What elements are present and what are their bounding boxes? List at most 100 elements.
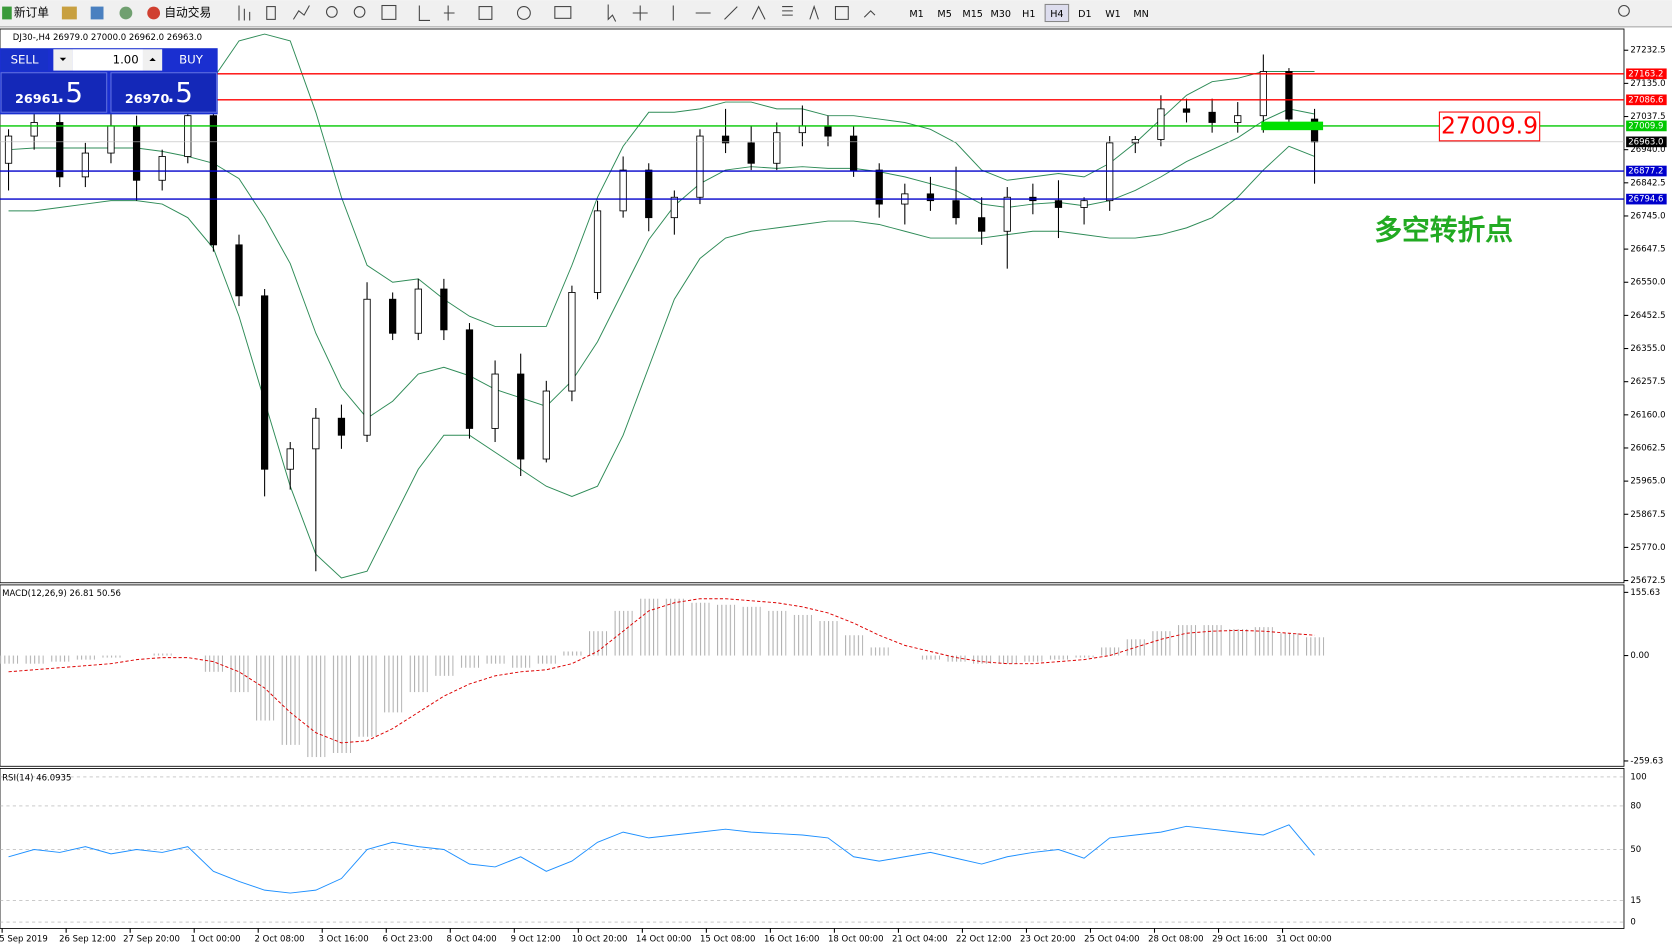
- line-chart-tool[interactable]: [292, 5, 310, 20]
- zoom-out[interactable]: [353, 6, 366, 18]
- macd-bar: [152, 653, 172, 656]
- timeframe-button[interactable]: M15: [962, 9, 983, 20]
- candle-body: [132, 125, 141, 181]
- rsi-pane: [0, 768, 1625, 929]
- x-tick-label: 16 Oct 16:00: [764, 935, 820, 945]
- level-tag: [1626, 68, 1667, 80]
- timeframe-button[interactable]: H4: [1050, 9, 1063, 20]
- level-label: 27009.9: [1628, 121, 1663, 131]
- timeframe-button[interactable]: W1: [1105, 9, 1121, 20]
- arrow-tools[interactable]: [863, 10, 876, 18]
- new-order-button[interactable]: 新订单: [14, 5, 49, 19]
- ask-pip[interactable]: .5: [166, 76, 192, 109]
- candle-body: [158, 156, 166, 181]
- annotation: 多空转折点: [1374, 214, 1513, 247]
- macd-label: MACD(12,26,9) 26.81 50.56: [2, 589, 121, 599]
- candle-tool[interactable]: [266, 6, 276, 20]
- candle-body: [389, 298, 397, 334]
- tile-windows[interactable]: [381, 4, 397, 20]
- toolbar-icon[interactable]: [119, 6, 133, 20]
- y-tick-label: 26550.0: [1630, 278, 1665, 288]
- zoom-in[interactable]: [325, 6, 338, 18]
- y-tick-label: 25672.5: [1630, 576, 1665, 586]
- fib-tools[interactable]: [751, 5, 793, 20]
- timeframe-button[interactable]: M1: [909, 9, 923, 20]
- buy-label[interactable]: BUY: [179, 52, 204, 66]
- candle-body: [670, 196, 678, 219]
- candle-body: [1157, 108, 1165, 140]
- x-tick-label: 28 Oct 08:00: [1148, 935, 1204, 945]
- macd-bar: [357, 655, 377, 737]
- macd-bar: [1253, 627, 1273, 656]
- macd-tick-label: 155.63: [1630, 588, 1660, 598]
- chart-header: DJ30-,H4 26979.0 27000.0 26962.0 26963.0: [13, 33, 202, 43]
- toolbar-tools: [238, 4, 1630, 22]
- x-tick-label: 18 Oct 00:00: [828, 935, 884, 945]
- bid-price[interactable]: 26961: [15, 92, 60, 107]
- auto-trading-button[interactable]: 自动交易: [164, 5, 211, 19]
- candle-body: [1003, 196, 1011, 232]
- chart-shift[interactable]: [418, 5, 455, 21]
- timeframe-button[interactable]: MN: [1133, 9, 1148, 20]
- timeframe-button[interactable]: M30: [990, 9, 1011, 20]
- candle-body: [184, 115, 192, 157]
- line-tools[interactable]: [672, 5, 738, 21]
- candle-body: [1106, 142, 1114, 202]
- y-tick-label: 25965.0: [1630, 477, 1665, 487]
- lots-input[interactable]: [72, 49, 143, 71]
- macd-bar: [75, 655, 95, 660]
- x-tick-label: 25 Oct 04:00: [1084, 935, 1140, 945]
- bid-box[interactable]: [0, 72, 108, 113]
- level-label: 27086.6: [1628, 95, 1663, 105]
- price-callout: 27009.9: [1441, 111, 1538, 139]
- level-tag: [1626, 94, 1667, 106]
- bid-pip[interactable]: .5: [57, 76, 83, 109]
- search[interactable]: [1618, 4, 1630, 17]
- y-tick-label: 26647.5: [1630, 245, 1665, 255]
- ask-box[interactable]: [110, 72, 218, 113]
- candle-body: [1080, 200, 1088, 208]
- cursor-tool[interactable]: [607, 4, 617, 22]
- ask-price[interactable]: 26970: [125, 92, 170, 107]
- candle-body: [1234, 115, 1242, 123]
- bar-chart-tool[interactable]: [238, 5, 251, 21]
- candle-body: [926, 193, 935, 202]
- new-order-icon[interactable]: [2, 6, 12, 20]
- templates[interactable]: [554, 6, 572, 19]
- macd-bar: [459, 655, 480, 668]
- timeframe-button[interactable]: H1: [1022, 9, 1035, 20]
- y-tick-label: 26745.0: [1630, 211, 1665, 221]
- level-label: 26877.2: [1628, 167, 1663, 177]
- level-label: 26794.6: [1628, 195, 1663, 205]
- sell-button[interactable]: [1, 49, 49, 71]
- toolbar-icon[interactable]: [61, 6, 77, 20]
- macd-bar: [1151, 631, 1171, 656]
- candle-body: [107, 125, 115, 154]
- x-tick-label: 3 Oct 16:00: [319, 935, 369, 945]
- periods[interactable]: [516, 6, 531, 20]
- macd-bar: [1202, 625, 1222, 656]
- auto-trading-icon[interactable]: [147, 6, 161, 20]
- toolbar-icon[interactable]: [90, 6, 104, 20]
- y-tick-label: 27232.5: [1630, 46, 1665, 56]
- candle-body: [260, 295, 269, 470]
- macd-bar: [946, 655, 966, 662]
- candle-body: [4, 135, 13, 164]
- timeframe-button[interactable]: M5: [937, 9, 951, 20]
- text-tools[interactable]: [809, 4, 849, 20]
- macd-bar: [1100, 647, 1120, 656]
- timeframe-button[interactable]: D1: [1078, 9, 1092, 20]
- crosshair-tool[interactable]: [632, 5, 648, 21]
- macd-bar: [536, 655, 556, 664]
- candle-body: [312, 417, 320, 450]
- macd-bar: [767, 610, 787, 656]
- sell-label[interactable]: SELL: [11, 52, 39, 66]
- indicators[interactable]: [478, 6, 493, 20]
- lots-value[interactable]: 1.00: [113, 52, 139, 66]
- macd-bar: [101, 655, 121, 658]
- candle-body: [209, 115, 218, 246]
- y-tick-label: 26940.0: [1630, 145, 1665, 155]
- bid-label: 26963.0: [1628, 137, 1663, 147]
- candle-body: [1208, 111, 1216, 123]
- x-tick-label: 15 Oct 08:00: [700, 935, 756, 945]
